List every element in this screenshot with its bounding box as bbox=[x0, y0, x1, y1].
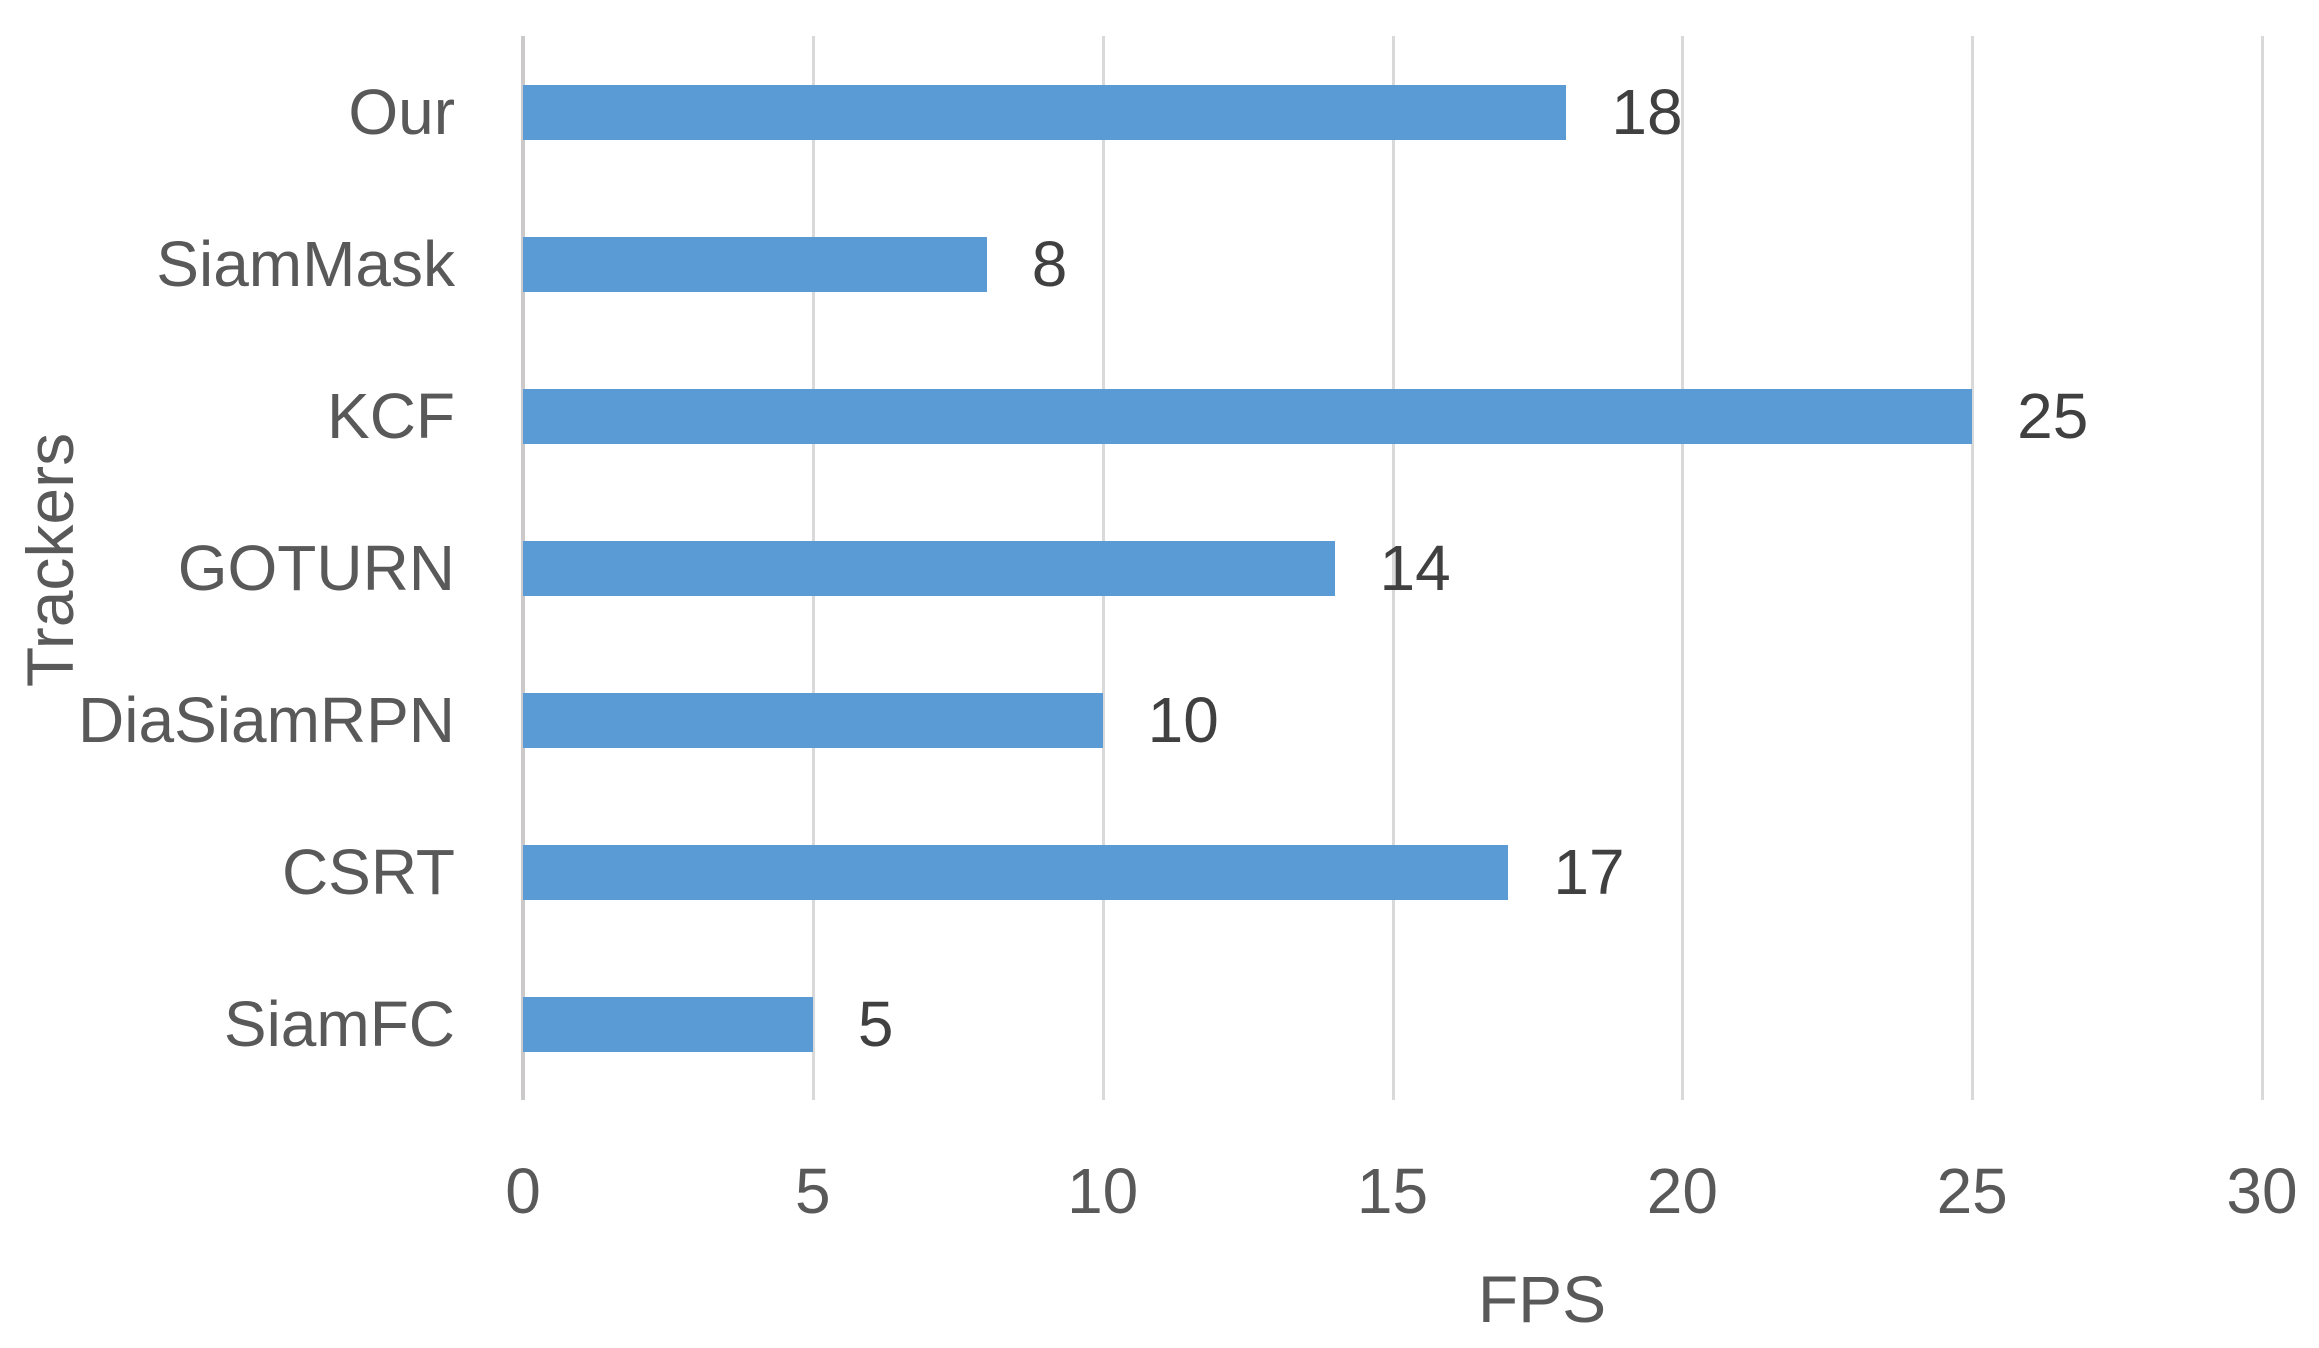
x-tick-label: 10 bbox=[1067, 1155, 1139, 1227]
gridline bbox=[1971, 36, 1975, 1100]
bar-goturn bbox=[523, 540, 1335, 596]
category-label: DiaSiamRPN bbox=[78, 684, 455, 756]
x-tick-label: 0 bbox=[505, 1155, 541, 1227]
category-label: KCF bbox=[327, 380, 455, 452]
bar-csrt bbox=[523, 844, 1509, 900]
bar-siammask bbox=[523, 236, 987, 292]
gridline bbox=[2261, 36, 2264, 1100]
bar-value-label: 14 bbox=[1379, 532, 1451, 604]
gridline bbox=[1391, 36, 1395, 1100]
category-label: SiamMask bbox=[156, 228, 455, 300]
bar-kcf bbox=[523, 388, 1973, 444]
bar-value-label: 25 bbox=[2017, 380, 2089, 452]
category-label: SiamFC bbox=[223, 988, 455, 1060]
x-tick-label: 5 bbox=[795, 1155, 831, 1227]
category-label: CSRT bbox=[281, 836, 455, 908]
bar-value-label: 18 bbox=[1611, 76, 1683, 148]
bar-value-label: 5 bbox=[857, 988, 894, 1060]
bar-our bbox=[523, 84, 1567, 140]
x-axis-title: FPS bbox=[1477, 1262, 1607, 1336]
bar-siamfc bbox=[523, 996, 813, 1052]
bar-value-label: 8 bbox=[1031, 228, 1068, 300]
bar-diasiamrpn bbox=[523, 692, 1103, 748]
x-tick-label: 25 bbox=[1936, 1155, 2008, 1227]
x-tick-label: 15 bbox=[1356, 1155, 1429, 1227]
bar-value-label: 17 bbox=[1553, 836, 1625, 908]
plot-area: 18 8 25 14 10 17 5 bbox=[521, 36, 2264, 1100]
bar-value-label: 10 bbox=[1147, 684, 1219, 756]
category-label: Our bbox=[348, 76, 455, 148]
category-label: GOTURN bbox=[177, 532, 455, 604]
gridline bbox=[1681, 36, 1685, 1100]
x-tick-label: 20 bbox=[1646, 1155, 1718, 1227]
x-tick-label: 30 bbox=[2226, 1155, 2298, 1227]
